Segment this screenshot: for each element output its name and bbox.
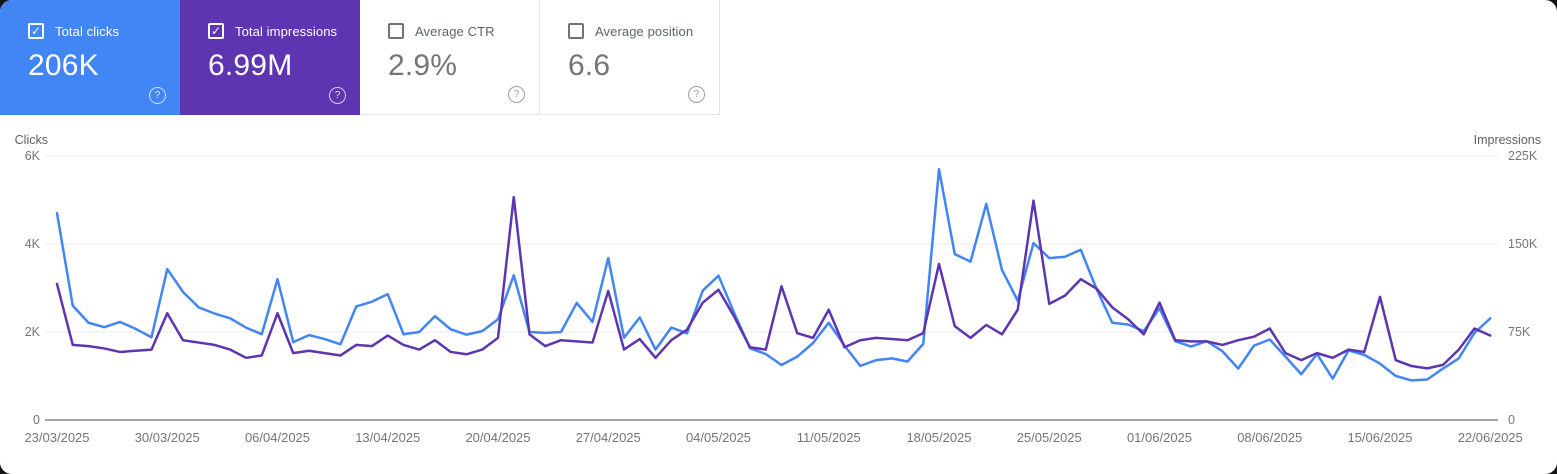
x-axis-date-label: 15/06/2025 [1347,430,1412,445]
left-axis-tick-label: 6K [25,149,41,163]
impressions-line [55,195,1492,370]
x-axis-date-label: 27/04/2025 [576,430,641,445]
total-clicks-checkbox[interactable]: ✓ [28,23,44,39]
left-axis-tick-label: 0 [33,413,40,427]
performance-chart: 0 0 2K 75K 4K 150K 6K 225K Clicks Impressions 23/0… [0,115,1557,474]
x-axis-date-label: 11/05/2025 [797,430,861,445]
total-impressions-label: Total impressions [235,23,338,39]
x-axis-date-label: 20/04/2025 [465,430,530,445]
help-icon[interactable]: ? [508,86,525,103]
help-icon[interactable]: ? [329,87,346,104]
x-axis-date-label: 30/03/2025 [135,430,200,445]
x-axis-date-label: 18/05/2025 [906,430,971,445]
x-axis-date-label: 06/04/2025 [245,430,310,445]
x-axis-date-label: 23/03/2025 [24,430,89,445]
average-ctr-label: Average CTR [415,23,495,39]
total-clicks-label: Total clicks [55,23,120,39]
right-axis-tick-label: 150K [1508,237,1538,251]
right-axis-tick-label: 0 [1508,413,1515,427]
metric-card-total-impressions[interactable]: ✓ Total impressions 6.99M ? [180,0,360,115]
metric-card-average-position[interactable]: Average position 6.6 ? [540,0,720,115]
right-axis-title: Impressions [1474,133,1541,147]
average-position-value: 6.6 [568,49,611,82]
total-impressions-value: 6.99M [208,49,293,82]
metric-card-total-clicks[interactable]: ✓ Total clicks 206K ? [0,0,180,115]
right-axis-tick-label: 225K [1508,149,1538,163]
metric-cards-row: ✓ Total clicks 206K ? ✓ Total impression… [0,0,1557,115]
total-clicks-value: 206K [28,49,99,82]
x-axis-date-label: 08/06/2025 [1237,430,1302,445]
metric-card-header: ✓ Total impressions [208,23,360,39]
x-axis-date-label: 04/05/2025 [686,430,751,445]
left-axis-tick-label: 2K [25,325,41,339]
x-axis-date-label: 22/06/2025 [1458,430,1523,445]
right-axis-tick-label: 75K [1508,325,1531,339]
help-icon[interactable]: ? [688,86,705,103]
average-position-checkbox[interactable] [568,23,584,39]
metric-card-average-ctr[interactable]: Average CTR 2.9% ? [360,0,540,115]
metric-card-header: ✓ Total clicks [28,23,180,39]
average-ctr-checkbox[interactable] [388,23,404,39]
total-impressions-checkbox[interactable]: ✓ [208,23,224,39]
performance-chart-svg: 0 0 2K 75K 4K 150K 6K 225K Clicks Impressions 23/0… [15,133,1541,445]
x-axis-date-label: 13/04/2025 [355,430,420,445]
help-icon[interactable]: ? [149,87,166,104]
x-axis-date-label: 01/06/2025 [1127,430,1192,445]
clicks-line [55,167,1492,382]
left-axis-tick-label: 4K [25,237,41,251]
metric-card-header: Average position [568,23,719,39]
left-axis-title: Clicks [15,133,48,147]
average-ctr-value: 2.9% [388,49,458,82]
metric-card-header: Average CTR [388,23,539,39]
x-axis-date-label: 25/05/2025 [1017,430,1082,445]
average-position-label: Average position [595,23,694,39]
